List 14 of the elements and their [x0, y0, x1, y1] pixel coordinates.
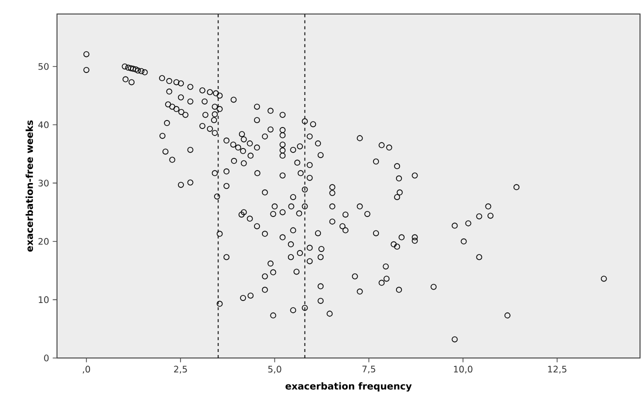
- y-tick-label: 10: [38, 296, 49, 304]
- x-tick-label: 2,5: [174, 366, 187, 374]
- x-tick-label: 7,5: [362, 366, 376, 374]
- x-axis-title: exacerbation frequency: [286, 382, 412, 392]
- y-axis-title: exacerbation-free weeks: [26, 120, 33, 252]
- y-tick-label: 50: [38, 63, 49, 70]
- x-tick-label: 12,5: [548, 366, 566, 374]
- x-tick-label: ,0: [82, 366, 90, 374]
- y-tick-label: 0: [44, 354, 49, 362]
- x-tick-label: 5,0: [268, 366, 282, 374]
- x-tick-label: 10,0: [454, 366, 472, 374]
- y-tick-label: 20: [38, 238, 49, 245]
- y-tick-label: 40: [38, 121, 49, 128]
- y-tick-label: 30: [38, 180, 49, 186]
